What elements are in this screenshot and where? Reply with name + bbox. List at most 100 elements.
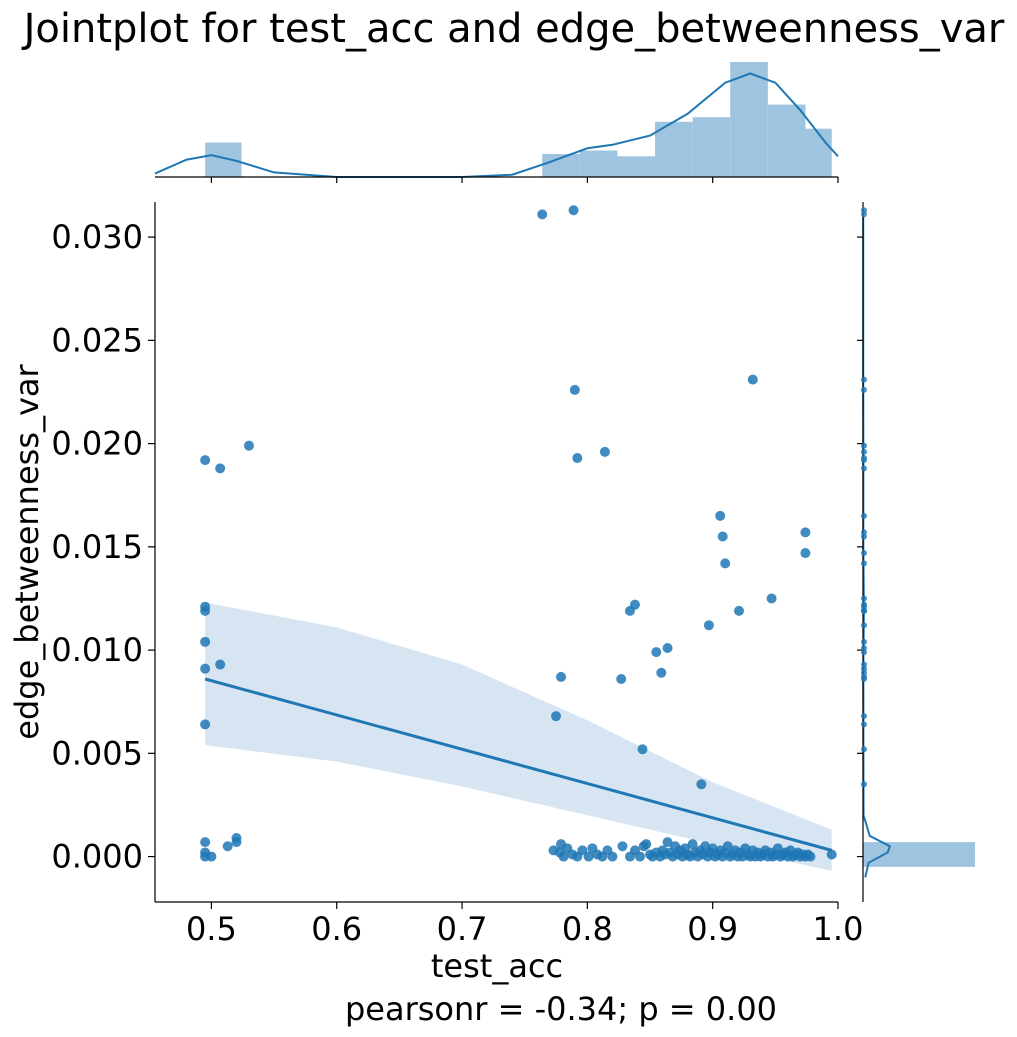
regression-confidence-band <box>205 602 832 872</box>
right-rug-mark <box>861 638 867 645</box>
right-rug-mark <box>861 386 867 393</box>
data-point <box>607 851 618 862</box>
data-point <box>222 841 233 852</box>
right-kde-curve <box>862 216 892 878</box>
data-point <box>215 659 226 670</box>
data-point <box>200 455 211 466</box>
top-hist-bar <box>730 62 768 177</box>
data-point <box>558 851 569 862</box>
data-point <box>200 719 211 730</box>
right-rug-mark <box>861 533 867 540</box>
x-axis-ticks: 0.5 0.6 0.7 0.8 0.9 1.0 <box>186 902 863 948</box>
right-rug-mark <box>861 595 867 602</box>
data-point <box>715 510 726 521</box>
data-point <box>577 845 588 856</box>
top-hist-bar <box>805 128 832 177</box>
top-marginal-histogram <box>154 62 839 183</box>
data-point <box>568 205 579 216</box>
top-hist-bar <box>767 104 806 177</box>
right-rug-mark <box>861 442 867 449</box>
top-hist-bar <box>655 121 693 177</box>
x-tick-label: 0.6 <box>311 910 362 948</box>
top-kde-curve <box>154 72 839 178</box>
data-point <box>599 446 610 457</box>
data-point <box>717 531 728 542</box>
right-rug-mark <box>861 669 867 676</box>
data-point <box>215 463 226 474</box>
y-tick-label: 0.010 <box>51 631 143 669</box>
right-rug-mark <box>861 645 867 652</box>
data-point <box>624 605 635 616</box>
y-axis-ticks: 0.000 0.005 0.010 0.015 0.020 0.025 0.030 <box>51 218 155 876</box>
right-rug-mark <box>861 746 867 753</box>
data-point <box>583 851 594 862</box>
data-point <box>206 851 217 862</box>
y-tick-label: 0.015 <box>51 528 143 566</box>
data-point <box>537 209 548 220</box>
y-tick-label: 0.025 <box>51 321 143 359</box>
data-point <box>662 643 673 654</box>
data-point <box>805 851 816 862</box>
data-point <box>687 839 698 850</box>
y-tick-label: 0.030 <box>51 218 143 256</box>
confidence-band-area <box>205 602 832 872</box>
data-point <box>826 849 837 860</box>
right-rug-mark <box>861 560 867 567</box>
scatter-points <box>200 205 837 862</box>
right-rug-mark <box>861 781 867 788</box>
right-rug-mark <box>861 713 867 720</box>
data-point <box>200 605 211 616</box>
data-point <box>200 636 211 647</box>
data-point <box>200 663 211 674</box>
data-point <box>800 527 811 538</box>
right-rug-mark <box>861 601 867 608</box>
right-rug-mark <box>861 661 867 668</box>
x-axis-label: test_acc <box>431 947 563 985</box>
top-hist-bar <box>542 154 580 177</box>
data-point <box>634 851 645 862</box>
axes <box>154 202 838 903</box>
top-hist-bar <box>579 150 618 177</box>
right-rug-mark <box>861 529 867 536</box>
right-rug-mark <box>861 649 867 656</box>
x-tick-label: 0.9 <box>687 910 738 948</box>
data-point <box>703 620 714 631</box>
data-point <box>800 548 811 559</box>
top-hist-bar <box>205 142 242 177</box>
data-point <box>200 837 211 848</box>
right-rug-mark <box>861 465 867 472</box>
right-rug-mark <box>861 376 867 383</box>
right-rug-mark <box>861 455 867 462</box>
data-point <box>747 374 758 385</box>
y-tick-label: 0.020 <box>51 425 143 463</box>
top-hist-bar <box>617 156 656 177</box>
data-point <box>722 841 733 852</box>
data-point <box>617 841 628 852</box>
data-point <box>641 839 652 850</box>
data-point <box>637 744 648 755</box>
right-rug-mark <box>861 675 867 682</box>
x-tick-label: 0.5 <box>186 910 237 948</box>
right-rug-mark <box>861 622 867 629</box>
x-tick-label: 0.7 <box>437 910 488 948</box>
data-point <box>556 671 567 682</box>
data-point <box>651 647 662 658</box>
chart-title: Jointplot for test_acc and edge_betweenn… <box>21 6 1005 52</box>
data-point <box>733 605 744 616</box>
x-tick-label: 1.0 <box>813 910 864 948</box>
data-point <box>243 440 254 451</box>
right-rug-mark <box>861 550 867 557</box>
x-tick-label: 0.8 <box>562 910 613 948</box>
top-hist-bar <box>692 117 731 177</box>
data-point <box>766 593 777 604</box>
data-point <box>569 384 580 395</box>
y-tick-label: 0.005 <box>51 734 143 772</box>
pearsonr-annotation: pearsonr = -0.34; p = 0.00 <box>345 990 777 1028</box>
right-rug-mark <box>861 721 867 728</box>
right-rug-mark <box>861 211 867 218</box>
y-axis-label: edge_betweenness_var <box>8 363 46 739</box>
right-rug-mark <box>861 665 867 672</box>
right-rug-mark <box>861 448 867 455</box>
data-point <box>656 667 667 678</box>
